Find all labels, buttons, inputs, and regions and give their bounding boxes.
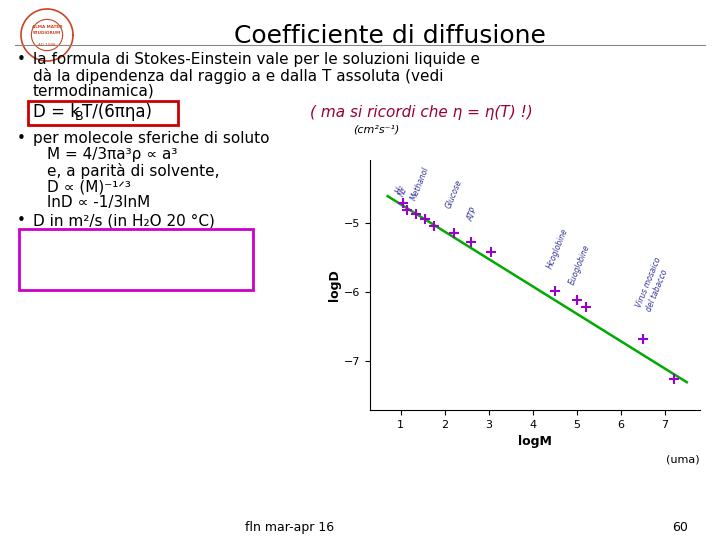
- Point: [397, 199, 409, 207]
- Point: [428, 221, 439, 230]
- X-axis label: logM: logM: [518, 435, 552, 448]
- Point: [465, 238, 477, 246]
- Y-axis label: logD: logD: [328, 269, 341, 301]
- Text: Methanol: Methanol: [409, 165, 431, 201]
- Text: lnD ∝ -1/3lnM: lnD ∝ -1/3lnM: [47, 195, 150, 210]
- Text: ( ma si ricordi che η = η(T) !): ( ma si ricordi che η = η(T) !): [310, 105, 533, 119]
- Text: (cm²s⁻¹): (cm²s⁻¹): [354, 125, 400, 135]
- Text: 180 uma: 180 uma: [97, 237, 162, 252]
- Text: Hcoglobine: Hcoglobine: [546, 227, 570, 269]
- Text: v.mosaico t.: v.mosaico t.: [27, 271, 115, 286]
- Text: (uma): (uma): [667, 455, 700, 465]
- Text: ATP: ATP: [467, 206, 480, 222]
- Text: H₂: H₂: [395, 183, 406, 195]
- Text: M = 4/3πa³ρ ∝ a³: M = 4/3πa³ρ ∝ a³: [47, 147, 177, 162]
- Text: emoglobina: emoglobina: [27, 254, 113, 269]
- Point: [485, 247, 497, 256]
- FancyBboxPatch shape: [19, 229, 253, 290]
- Text: •: •: [17, 213, 26, 228]
- Point: [549, 286, 561, 295]
- Text: 5.7·10⁻¹⁰: 5.7·10⁻¹⁰: [180, 237, 246, 252]
- Point: [571, 296, 582, 305]
- Point: [402, 206, 413, 214]
- Text: T/(6πηa): T/(6πηa): [82, 103, 152, 121]
- Text: ALMA MATER: ALMA MATER: [32, 25, 62, 29]
- Text: 4.6·10⁻¹²: 4.6·10⁻¹²: [180, 271, 246, 286]
- Text: B: B: [75, 110, 84, 123]
- Text: Euoglobine: Euoglobine: [567, 244, 592, 286]
- Text: •: •: [17, 131, 26, 146]
- Text: •: •: [17, 52, 26, 67]
- Text: N₂: N₂: [397, 187, 410, 198]
- Text: dà la dipendenza dal raggio a e dalla T assoluta (vedi: dà la dipendenza dal raggio a e dalla T …: [33, 68, 444, 84]
- Text: Coefficiente di diffusione: Coefficiente di diffusione: [234, 24, 546, 48]
- Text: termodinamica): termodinamica): [33, 84, 155, 99]
- Point: [419, 215, 431, 224]
- FancyBboxPatch shape: [28, 101, 178, 125]
- Point: [580, 303, 591, 312]
- Text: D ∝ (M)⁻¹ᐟ³: D ∝ (M)⁻¹ᐟ³: [47, 179, 131, 194]
- Text: fln mar-apr 16: fln mar-apr 16: [246, 521, 335, 534]
- Text: STUDIORUM: STUDIORUM: [33, 31, 61, 35]
- Text: Glucose: Glucose: [444, 178, 464, 210]
- Text: la formula di Stokes-Einstein vale per le soluzioni liquide e: la formula di Stokes-Einstein vale per l…: [33, 52, 480, 67]
- Text: glucosio: glucosio: [27, 237, 87, 252]
- Point: [410, 210, 422, 219]
- Text: D in m²/s (in H₂O 20 °C): D in m²/s (in H₂O 20 °C): [33, 213, 215, 228]
- Text: D = k: D = k: [33, 103, 80, 121]
- Text: 4.1·10⁷uma: 4.1·10⁷uma: [97, 271, 182, 286]
- Text: per molecole sferiche di soluto: per molecole sferiche di soluto: [33, 131, 269, 146]
- Point: [668, 374, 680, 383]
- Text: 6.3·10⁻¹¹: 6.3·10⁻¹¹: [180, 254, 246, 269]
- Text: 60: 60: [672, 521, 688, 534]
- Text: 64 kuma: 64 kuma: [97, 254, 161, 269]
- Point: [448, 228, 459, 237]
- Point: [637, 335, 649, 343]
- Text: AD 1088: AD 1088: [38, 43, 56, 47]
- Text: e, a parità di solvente,: e, a parità di solvente,: [47, 163, 220, 179]
- Text: Virus mosaico
del tabacco: Virus mosaico del tabacco: [634, 256, 672, 313]
